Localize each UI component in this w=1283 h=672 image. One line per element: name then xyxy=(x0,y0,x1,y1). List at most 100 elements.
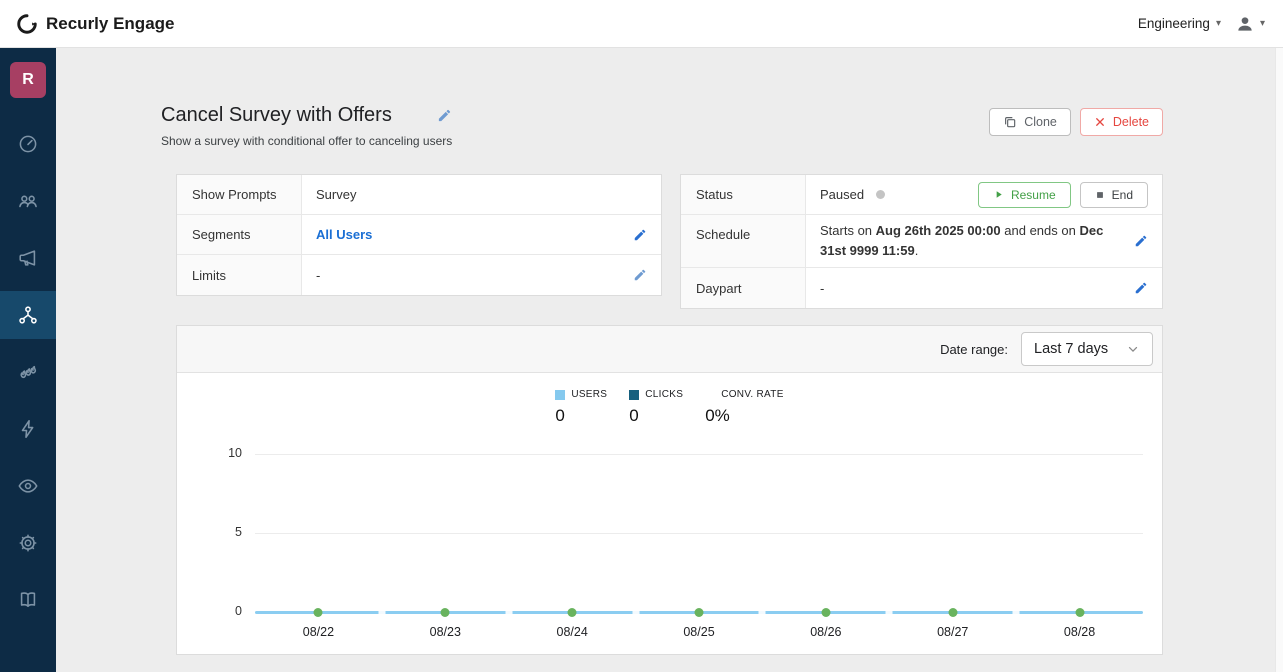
schedule-value: Starts on Aug 26th 2025 00:00 and ends o… xyxy=(820,223,1104,259)
users-caption: USERS xyxy=(571,389,608,401)
sidebar-item-docs[interactable] xyxy=(0,576,56,624)
page-subtitle: Show a survey with conditional offer to … xyxy=(161,134,453,148)
daypart-value: - xyxy=(820,280,825,296)
status-value: Paused xyxy=(820,187,865,202)
status-label: Status xyxy=(681,175,806,214)
clone-button[interactable]: Clone xyxy=(989,108,1071,136)
edit-schedule-icon[interactable] xyxy=(1134,234,1148,248)
org-name: Engineering xyxy=(1137,16,1210,31)
data-point[interactable] xyxy=(821,607,831,617)
sidebar-item-campaigns[interactable] xyxy=(0,234,56,282)
data-point[interactable] xyxy=(567,607,577,617)
clicks-value: 0 xyxy=(629,406,639,426)
table-row: Limits - xyxy=(177,255,661,295)
sidebar-item-audiences[interactable] xyxy=(0,177,56,225)
data-point[interactable] xyxy=(948,607,958,617)
table-row: Daypart - xyxy=(681,268,1162,309)
clicks-caption: CLICKS xyxy=(645,389,684,401)
table-row: Segments All Users xyxy=(177,215,661,255)
x-tick-label: 08/23 xyxy=(429,625,461,640)
recurly-logo-icon xyxy=(16,13,38,35)
brand-name: Recurly Engage xyxy=(46,13,175,33)
x-tick-label: 08/24 xyxy=(556,625,588,640)
gridline xyxy=(255,533,1143,535)
edit-daypart-icon[interactable] xyxy=(1134,281,1148,295)
delete-button[interactable]: Delete xyxy=(1079,108,1163,136)
users-icon xyxy=(17,190,39,212)
limits-label: Limits xyxy=(177,255,302,295)
data-point[interactable] xyxy=(313,607,323,617)
show-prompts-value: Survey xyxy=(316,187,357,202)
flow-icon xyxy=(17,304,39,326)
x-tick-label: 08/26 xyxy=(810,625,842,640)
main-content: Cancel Survey with Offers Show a survey … xyxy=(56,48,1283,672)
segments-value-link[interactable]: All Users xyxy=(316,227,373,242)
brand: Recurly Engage xyxy=(16,13,175,35)
bolt-icon xyxy=(17,418,39,440)
data-point[interactable] xyxy=(440,607,450,617)
y-axis: 10 5 0 xyxy=(177,434,255,642)
user-icon xyxy=(1235,14,1255,34)
y-tick-label: 0 xyxy=(235,604,242,619)
minor-tick xyxy=(1012,610,1020,614)
minor-tick xyxy=(378,610,386,614)
chart-legend: USERS 0 CLICKS 0 xyxy=(196,389,1143,426)
gear-icon xyxy=(17,532,39,554)
sidebar-item-settings[interactable] xyxy=(0,519,56,567)
users-value: 0 xyxy=(555,406,565,426)
show-prompts-label: Show Prompts xyxy=(177,175,302,214)
end-button[interactable]: End xyxy=(1079,181,1148,208)
play-icon xyxy=(993,189,1004,200)
chart-body: USERS 0 CLICKS 0 xyxy=(177,373,1162,654)
workspace-avatar[interactable]: R xyxy=(10,62,46,98)
metrics-chart-card: Date range: Last 7 days USERS xyxy=(176,325,1163,656)
line-chart: 10 5 0 08/22 08/23 08/24 08/25 08/26 08/27 08/28 xyxy=(177,434,1143,642)
y-tick-label: 5 xyxy=(235,525,242,540)
sidebar-item-insights[interactable] xyxy=(0,462,56,510)
x-tick-label: 08/22 xyxy=(302,625,335,640)
edit-limits-icon[interactable] xyxy=(633,268,647,282)
sidebar-item-dashboard[interactable] xyxy=(0,120,56,168)
account-menu[interactable]: ▾ xyxy=(1235,14,1265,34)
x-tick-label: 08/28 xyxy=(1063,625,1096,640)
conv-rate-value: 0% xyxy=(705,406,730,426)
edit-title-icon[interactable] xyxy=(437,108,452,123)
org-selector[interactable]: Engineering ▾ xyxy=(1138,16,1221,31)
legend-item-users: USERS 0 xyxy=(555,389,607,426)
schedule-label: Schedule xyxy=(681,215,806,268)
conv-rate-caption: CONV. RATE xyxy=(721,389,784,401)
sidebar-item-events[interactable] xyxy=(0,405,56,453)
y-tick-label: 10 xyxy=(228,446,242,461)
edit-segments-icon[interactable] xyxy=(633,228,647,242)
x-axis: 08/22 08/23 08/24 08/25 08/26 08/27 08/28 xyxy=(255,620,1143,642)
eye-icon xyxy=(17,475,39,497)
minor-tick xyxy=(758,610,766,614)
minor-tick xyxy=(885,610,893,614)
data-point[interactable] xyxy=(694,607,704,617)
stop-icon xyxy=(1095,190,1105,200)
copy-icon xyxy=(1003,115,1017,129)
scrollbar[interactable] xyxy=(1275,48,1283,672)
sidebar-item-prompts[interactable] xyxy=(0,291,56,339)
minor-tick xyxy=(632,610,640,614)
gridline xyxy=(255,454,1143,456)
sidebar-item-segments[interactable] xyxy=(0,348,56,396)
legend-item-conv-rate: CONV. RATE 0% xyxy=(705,389,783,426)
page-header: Cancel Survey with Offers Show a survey … xyxy=(161,104,1163,148)
table-row: Schedule Starts on Aug 26th 2025 00:00 a… xyxy=(681,215,1162,269)
megaphone-icon xyxy=(17,247,39,269)
chart-header: Date range: Last 7 days xyxy=(177,326,1162,374)
x-tick-label: 08/25 xyxy=(683,625,715,640)
chevron-down-icon: ▾ xyxy=(1259,18,1265,29)
minor-tick xyxy=(505,610,513,614)
prompt-details-table: Show Prompts Survey Segments All Users xyxy=(176,174,662,296)
date-range-value: Last 7 days xyxy=(1034,341,1109,358)
status-paused-dot xyxy=(876,190,886,199)
delete-button-label: Delete xyxy=(1112,115,1149,129)
date-range-label: Date range: xyxy=(940,341,1008,357)
date-range-select[interactable]: Last 7 days xyxy=(1021,332,1153,367)
legend-item-clicks: CLICKS 0 xyxy=(629,389,683,426)
data-point[interactable] xyxy=(1075,607,1085,617)
resume-button[interactable]: Resume xyxy=(977,181,1071,208)
sidebar: R xyxy=(0,48,56,672)
